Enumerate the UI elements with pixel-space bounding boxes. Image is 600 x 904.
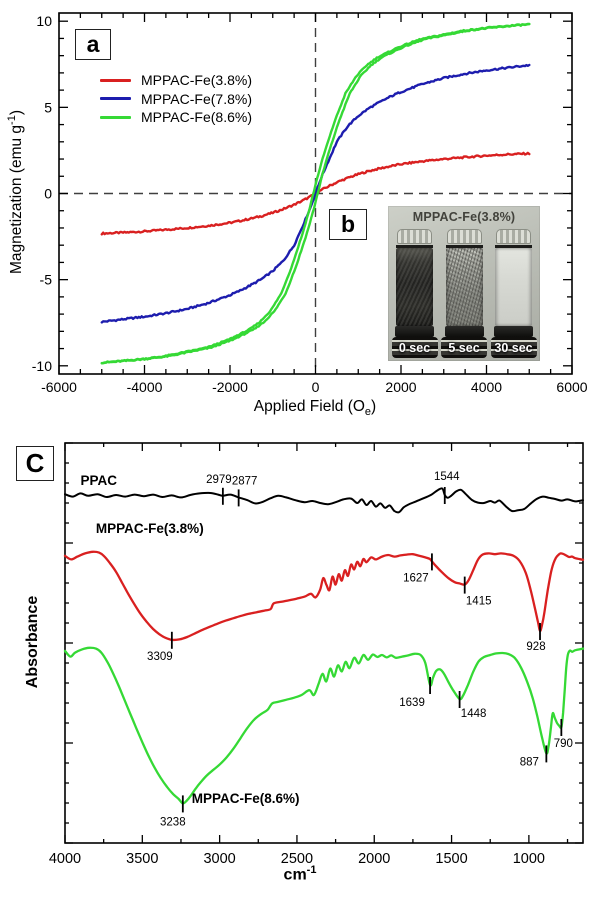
vial-body-dark: [396, 248, 433, 326]
vial-row: 0 sec 5 sec 30 sec: [388, 228, 540, 358]
vial-capline: [396, 244, 433, 248]
svg-text:PPAC: PPAC: [80, 473, 117, 488]
svg-text:928: 928: [526, 641, 545, 653]
svg-text:887: 887: [520, 756, 539, 768]
svg-text:1415: 1415: [466, 596, 492, 608]
svg-text:3309: 3309: [147, 651, 173, 663]
svg-text:1544: 1544: [434, 471, 460, 483]
svg-text:MPPAC-Fe(3.8%): MPPAC-Fe(3.8%): [96, 521, 204, 536]
panel-c-y-axis-title: Absorbance: [24, 595, 41, 689]
svg-text:0: 0: [44, 186, 52, 202]
svg-text:0: 0: [312, 379, 320, 395]
svg-text:3238: 3238: [160, 816, 186, 828]
svg-text:5: 5: [44, 99, 52, 115]
svg-text:1448: 1448: [461, 708, 487, 720]
panel-a-label: a: [75, 29, 111, 60]
vial-5sec: 5 sec: [441, 228, 487, 358]
svg-text:3000: 3000: [203, 851, 235, 867]
svg-text:1627: 1627: [403, 572, 429, 584]
photo-sample-label: MPPAC-Fe(3.8%): [412, 210, 516, 224]
legend-label: MPPAC-Fe(7.8%): [141, 90, 252, 107]
legend-line-green: [100, 115, 131, 119]
panel-a-y-axis-title: Magnetization (emu g-1): [5, 109, 26, 275]
svg-text:-5: -5: [40, 272, 53, 288]
svg-text:790: 790: [554, 738, 573, 750]
magnet-band: [444, 326, 484, 337]
vial-capline: [495, 244, 532, 248]
legend-item: MPPAC-Fe(8.6%): [100, 108, 252, 127]
vial-30sec: 30 sec: [490, 228, 537, 358]
svg-text:2979: 2979: [206, 474, 232, 486]
magnet-band: [494, 326, 533, 337]
panel-c-label: C: [16, 446, 54, 481]
vial-caption: 5 sec: [448, 340, 480, 355]
panel-a-x-axis-title: Applied Field (Oe): [253, 398, 377, 419]
vial-body-settling: [445, 248, 483, 326]
vial-body-clear: [495, 248, 532, 326]
svg-text:4000: 4000: [49, 851, 81, 867]
legend-item: MPPAC-Fe(7.8%): [100, 90, 252, 109]
legend-label: MPPAC-Fe(8.6%): [141, 109, 252, 126]
legend-line-red: [100, 78, 131, 82]
svg-text:-2000: -2000: [212, 379, 248, 395]
panel-b-label: b: [329, 209, 367, 240]
svg-text:-10: -10: [32, 358, 52, 374]
svg-text:-6000: -6000: [41, 379, 77, 395]
svg-text:4000: 4000: [471, 379, 502, 395]
panel-c-ftir-plot: 4000 3500 3000 2500 2000 1500 1000 2979 2877 1544…: [49, 442, 585, 867]
svg-text:2000: 2000: [358, 851, 390, 867]
panel-a-legend: MPPAC-Fe(3.8%) MPPAC-Fe(7.8%) MPPAC-Fe(8…: [100, 71, 252, 127]
svg-text:2500: 2500: [281, 851, 313, 867]
vial-cap: [446, 228, 482, 244]
vial-capline: [445, 244, 483, 248]
magnet-rings: 30 sec: [490, 337, 537, 358]
legend-line-blue: [100, 97, 131, 101]
svg-text:1000: 1000: [513, 851, 545, 867]
svg-text:6000: 6000: [556, 379, 587, 395]
panel-a-magnetization-plot: -6000 -4000 -2000 0 2000 4000 6000 -10 -5 0 5 10: [32, 12, 588, 395]
svg-text:1639: 1639: [399, 697, 425, 709]
vial-cap: [397, 228, 432, 244]
svg-text:-4000: -4000: [127, 379, 163, 395]
vial-0sec: 0 sec: [391, 228, 438, 358]
vial-caption: 0 sec: [398, 340, 431, 355]
legend-item: MPPAC-Fe(3.8%): [100, 71, 252, 90]
svg-text:1500: 1500: [435, 851, 467, 867]
legend-label: MPPAC-Fe(3.8%): [141, 72, 252, 89]
vial-cap: [496, 228, 531, 244]
vial-caption: 30 sec: [494, 340, 533, 355]
magnet-rings: 5 sec: [441, 337, 487, 358]
panel-b-photo: MPPAC-Fe(3.8%) 0 sec 5 sec 3: [388, 206, 540, 361]
svg-text:10: 10: [36, 13, 52, 29]
magnet-band: [395, 326, 434, 337]
svg-text:MPPAC-Fe(8.6%): MPPAC-Fe(8.6%): [192, 791, 300, 806]
svg-text:2877: 2877: [232, 475, 258, 487]
svg-text:2000: 2000: [385, 379, 416, 395]
svg-text:3500: 3500: [126, 851, 158, 867]
magnet-rings: 0 sec: [391, 337, 438, 358]
panel-c-x-axis-title: cm-1: [283, 864, 317, 884]
